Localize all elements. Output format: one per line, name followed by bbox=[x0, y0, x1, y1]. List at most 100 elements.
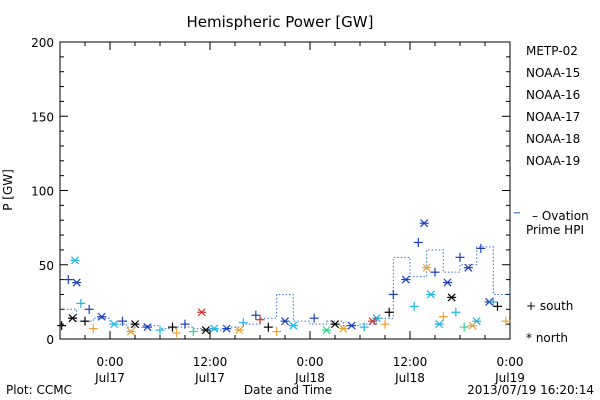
noaa-15-north-point bbox=[443, 278, 452, 287]
legend-item-noaa-15: NOAA-15 bbox=[526, 66, 580, 80]
star-d2 bbox=[130, 320, 140, 329]
noaa-15-north-point bbox=[419, 219, 429, 228]
noaa-16-south-point bbox=[451, 307, 461, 317]
noaa-19-north-point bbox=[197, 308, 207, 317]
noaa-16-north-point bbox=[288, 321, 298, 330]
metp-02-north-point bbox=[330, 320, 340, 329]
x-tick-date-label: Jul19 bbox=[494, 371, 525, 385]
metp-02-south-point bbox=[80, 316, 90, 326]
x-tick-time-label: 0:00 bbox=[97, 355, 124, 369]
star-d2 bbox=[464, 263, 473, 272]
y-tick-label: 50 bbox=[39, 259, 54, 273]
star-d2 bbox=[110, 320, 119, 329]
noaa-16-south-point bbox=[155, 325, 165, 335]
star-d2 bbox=[420, 219, 429, 228]
x-tick-date-label: Jul18 bbox=[394, 371, 425, 385]
star-d2 bbox=[339, 324, 348, 333]
noaa-16-north-point bbox=[426, 290, 436, 299]
legend-south-marker: + south bbox=[526, 299, 573, 313]
noaa-16-north-point bbox=[70, 256, 80, 265]
metp-02-north-point bbox=[68, 314, 77, 323]
star-d2 bbox=[289, 321, 298, 330]
noaa-15-north-point bbox=[222, 324, 232, 333]
noaa-17-south-point bbox=[459, 322, 469, 332]
star-d2 bbox=[426, 290, 435, 299]
legend-item-noaa-19: NOAA-19 bbox=[526, 154, 580, 168]
x-axis: 0:00 Jul17 12:00 Jul17 0:00 Jul18 12:00 Jul18 0:… bbox=[59, 42, 525, 385]
noaa-19-north-point bbox=[368, 317, 377, 326]
legend: METP-02 NOAA-15 NOAA-16 NOAA-17 NOAA-18 NOAA-… bbox=[514, 44, 589, 345]
y-axis: 0 50 100 150 200 bbox=[31, 36, 510, 347]
noaa-18-north-point bbox=[234, 326, 244, 335]
noaa-16-north-point bbox=[109, 320, 119, 329]
star-d2 bbox=[447, 293, 456, 302]
noaa-15-south-point bbox=[251, 310, 261, 320]
y-tick-label: 0 bbox=[46, 333, 54, 347]
star-d2 bbox=[435, 320, 444, 329]
noaa-17-north-point bbox=[322, 326, 332, 335]
star-d2 bbox=[97, 312, 106, 321]
y-tick-label: 100 bbox=[31, 185, 54, 199]
legend-item-noaa-18: NOAA-18 bbox=[526, 132, 580, 146]
noaa-15-north-point bbox=[347, 321, 357, 330]
legend-item-noaa-17: NOAA-17 bbox=[526, 110, 580, 124]
noaa-15-south-point bbox=[309, 313, 319, 323]
star-d2 bbox=[468, 321, 477, 330]
noaa-15-south-point bbox=[84, 304, 94, 314]
noaa-15-south-point bbox=[430, 267, 440, 277]
noaa-18-south-point bbox=[272, 327, 282, 337]
star-d2 bbox=[422, 263, 431, 272]
y-axis-label: P [GW] bbox=[1, 169, 15, 211]
noaa-17-south-point bbox=[188, 327, 198, 337]
noaa-18-north-point bbox=[338, 324, 348, 333]
noaa-16-north-point bbox=[209, 324, 219, 333]
noaa-15-north-point bbox=[463, 263, 473, 272]
metp-02-north-point bbox=[447, 293, 457, 302]
noaa-16-south-point bbox=[488, 297, 498, 307]
star-d2 bbox=[72, 278, 81, 287]
star-d2 bbox=[401, 275, 410, 284]
metp-02-south-point bbox=[493, 301, 502, 311]
noaa-15-north-point bbox=[143, 323, 152, 332]
ovation-hpi-line bbox=[60, 246, 511, 331]
metp-02-north-point bbox=[201, 326, 211, 335]
y-tick-label: 200 bbox=[31, 36, 54, 50]
noaa-15-north-point bbox=[97, 312, 107, 321]
noaa-15-south-point bbox=[180, 319, 190, 329]
noaa-18-south-point bbox=[501, 316, 511, 326]
star-d2 bbox=[280, 317, 290, 326]
noaa-18-south-point bbox=[380, 319, 390, 329]
plot-frame bbox=[59, 41, 511, 340]
star-d2 bbox=[68, 314, 77, 323]
star-d2 bbox=[235, 326, 244, 335]
x-axis-label: Date and Time bbox=[244, 383, 332, 397]
y-tick-label: 150 bbox=[31, 110, 54, 124]
noaa-18-south-point bbox=[438, 312, 448, 322]
metp-02-south-point bbox=[384, 307, 394, 317]
star-d2 bbox=[197, 308, 206, 317]
legend-north-marker: * north bbox=[526, 331, 568, 345]
x-tick-time-label: 12:00 bbox=[193, 355, 228, 369]
footer-plot-credit: Plot: CCMC bbox=[6, 383, 72, 397]
star-d2 bbox=[368, 317, 377, 326]
star-d2 bbox=[443, 278, 452, 287]
legend-item-noaa-16: NOAA-16 bbox=[526, 88, 580, 102]
noaa-16-north-point bbox=[472, 317, 482, 326]
metp-02-south-point bbox=[263, 322, 273, 332]
star-d2 bbox=[222, 324, 231, 333]
chart-title: Hemispheric Power [GW] bbox=[187, 13, 374, 31]
star-d2 bbox=[330, 320, 340, 329]
noaa-16-south-point bbox=[76, 298, 86, 308]
noaa-15-south-point bbox=[476, 243, 486, 253]
star-d2 bbox=[347, 321, 356, 330]
star-d2 bbox=[201, 326, 210, 335]
noaa-15-south-point bbox=[63, 275, 73, 285]
star-d2 bbox=[143, 323, 152, 332]
noaa-18-north-point bbox=[468, 321, 477, 330]
noaa-16-south-point bbox=[359, 322, 369, 332]
legend-item-metp-02: METP-02 bbox=[526, 44, 578, 58]
noaa-16-south-point bbox=[238, 318, 248, 328]
noaa-15-north-point bbox=[401, 275, 411, 284]
noaa-18-north-point bbox=[126, 327, 136, 336]
